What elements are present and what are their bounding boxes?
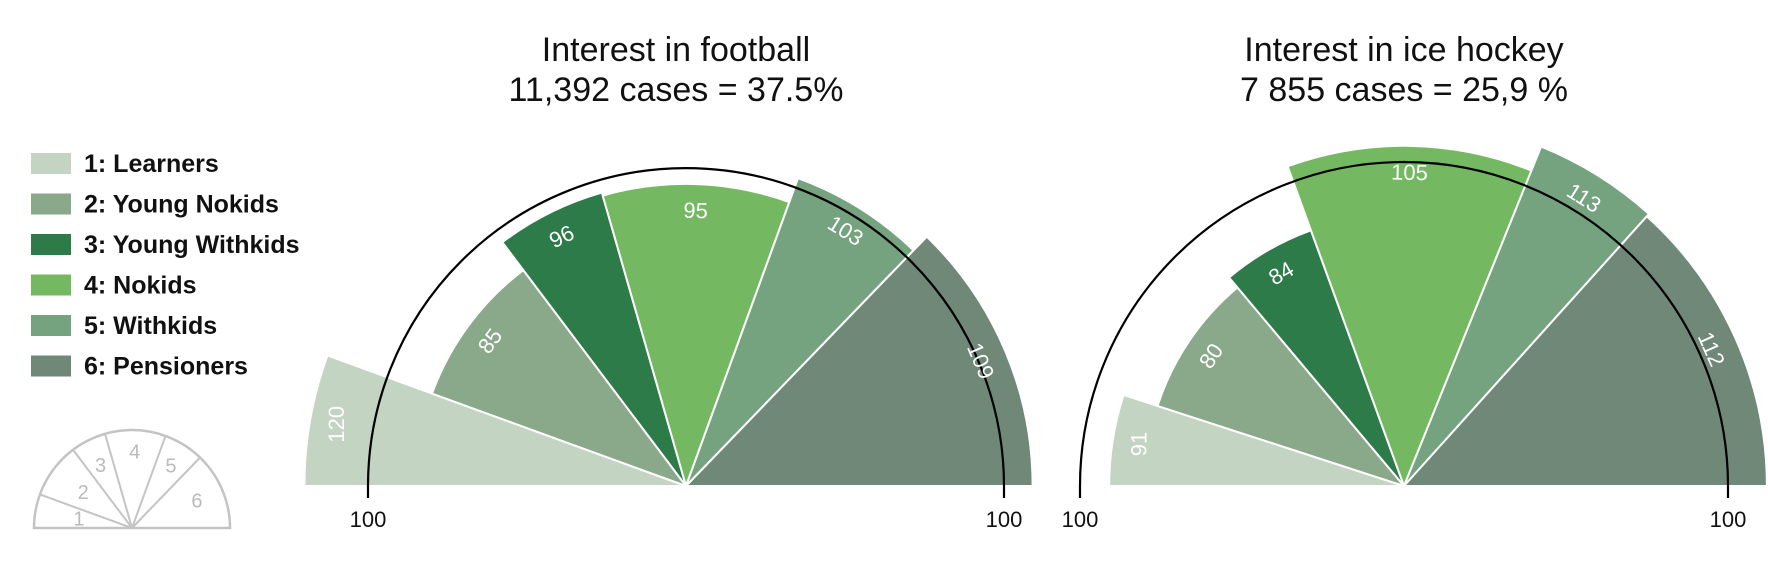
key-label: 3	[95, 455, 106, 477]
sector-1	[303, 354, 687, 487]
chart-title: Interest in football	[542, 31, 810, 69]
legend-label: 2: Young Nokids	[84, 191, 279, 219]
chart-subtitle: 7 855 cases = 25,9 %	[1240, 71, 1568, 109]
key-label: 2	[78, 482, 89, 504]
legend-swatch	[31, 274, 71, 296]
key-label: 1	[73, 509, 84, 531]
key-divider	[131, 435, 167, 529]
legend-label: 3: Young Withkids	[84, 231, 300, 259]
chart-subtitle: 11,392 cases = 37.5%	[509, 71, 844, 109]
key-label: 6	[191, 490, 202, 512]
key-divider	[72, 449, 133, 529]
football-chart: Interest in football 11,392 cases = 37.5…	[303, 31, 1034, 532]
ice-hockey-chart: Interest in ice hockey 7 855 cases = 25,…	[1062, 31, 1768, 532]
sector-3	[501, 191, 687, 487]
sector-6	[1403, 215, 1768, 487]
legend-label: 6: Pensioners	[84, 353, 248, 381]
sector-5	[1403, 145, 1650, 487]
key-divider	[104, 433, 133, 529]
legend-label: 4: Nokids	[84, 272, 197, 300]
sector-4	[601, 182, 791, 487]
legend: 1: Learners 2: Young Nokids 3: Young Withk…	[31, 150, 300, 381]
key-label: 4	[129, 442, 140, 464]
sector-1	[1108, 393, 1405, 487]
key-diagram: 1 23 4 56	[32, 428, 232, 531]
legend-swatch	[31, 355, 71, 377]
reference-arc	[366, 166, 1006, 498]
sector-2	[1156, 286, 1405, 487]
key-divider	[39, 493, 133, 529]
sector-4	[1286, 144, 1533, 487]
legend-label: 5: Withkids	[84, 312, 217, 340]
legend-swatch	[31, 193, 71, 215]
key-label: 5	[165, 456, 176, 478]
data-label: 95	[683, 198, 708, 224]
key-outline	[32, 428, 232, 530]
reference-label: 100	[986, 507, 1023, 532]
reference-arc	[1078, 160, 1730, 498]
sector-5	[685, 177, 915, 487]
reference-label: 100	[350, 507, 387, 532]
sector-2	[431, 269, 687, 487]
reference-label: 100	[1710, 507, 1747, 532]
key-divider	[131, 456, 201, 529]
legend-swatch	[31, 153, 71, 174]
chart-title: Interest in ice hockey	[1244, 31, 1563, 69]
data-label: 91	[1126, 432, 1151, 456]
sector-6	[685, 235, 1034, 487]
data-label: 120	[324, 406, 349, 443]
reference-label: 100	[1062, 507, 1099, 532]
legend-swatch	[31, 315, 71, 336]
data-label: 105	[1391, 160, 1428, 186]
legend-label: 1: Learners	[84, 150, 219, 178]
legend-swatch	[31, 234, 71, 255]
